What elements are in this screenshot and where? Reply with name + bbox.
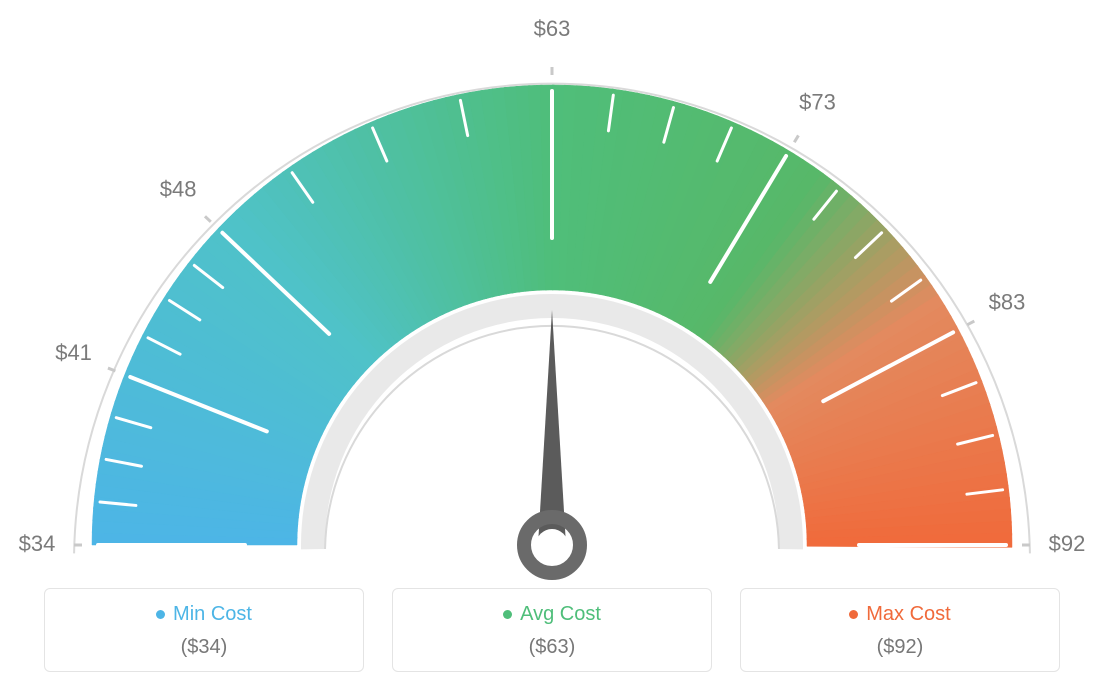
gauge-svg: $34 $41 $48 $63 $73 $83 $92	[0, 0, 1104, 580]
legend-text-max: Max Cost	[866, 603, 950, 626]
legend-box-min: Min Cost ($34)	[44, 588, 364, 672]
legend-value-max: ($92)	[741, 636, 1059, 659]
legend-dot-min	[156, 610, 165, 619]
svg-text:$48: $48	[160, 177, 197, 202]
legend-dot-avg	[503, 610, 512, 619]
legend-label-min: Min Cost	[156, 603, 252, 626]
legend-box-avg: Avg Cost ($63)	[392, 588, 712, 672]
svg-text:$73: $73	[799, 90, 836, 115]
legend-dot-max	[849, 610, 858, 619]
svg-text:$92: $92	[1049, 531, 1086, 556]
legend-label-avg: Avg Cost	[503, 603, 601, 626]
legend-label-max: Max Cost	[849, 603, 950, 626]
svg-text:$63: $63	[534, 16, 571, 41]
legend-text-min: Min Cost	[173, 603, 252, 626]
legend-value-avg: ($63)	[393, 636, 711, 659]
cost-gauge: $34 $41 $48 $63 $73 $83 $92	[0, 0, 1104, 580]
legend-row: Min Cost ($34) Avg Cost ($63) Max Cost (…	[0, 588, 1104, 672]
legend-text-avg: Avg Cost	[520, 603, 601, 626]
svg-text:$34: $34	[19, 531, 56, 556]
svg-text:$41: $41	[55, 340, 92, 365]
legend-value-min: ($34)	[45, 636, 363, 659]
svg-text:$83: $83	[989, 290, 1026, 315]
legend-box-max: Max Cost ($92)	[740, 588, 1060, 672]
